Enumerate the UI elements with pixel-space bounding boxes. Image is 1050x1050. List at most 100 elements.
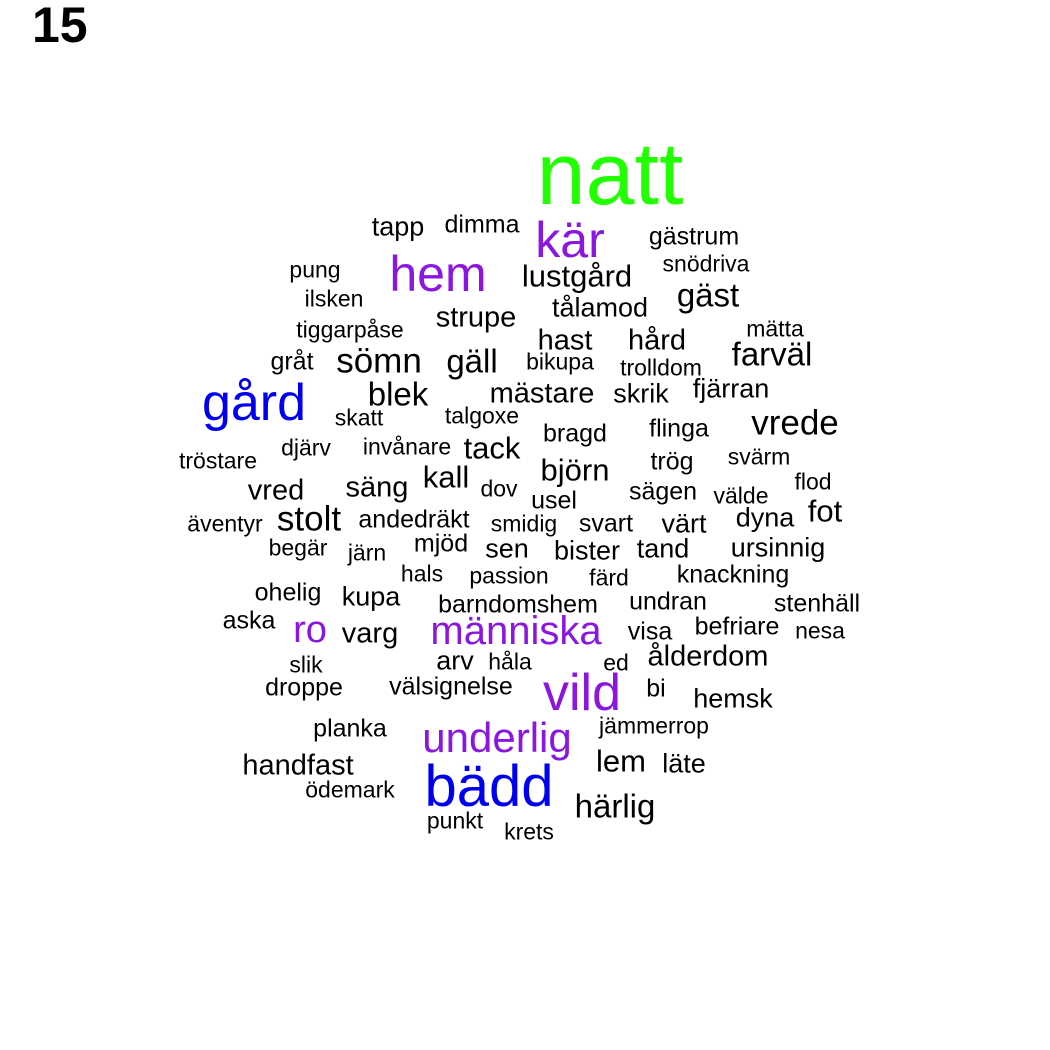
cloud-word: härlig	[574, 787, 656, 825]
page-number: 15	[32, 0, 88, 53]
cloud-word: usel	[531, 486, 577, 515]
cloud-word: invånare	[362, 433, 452, 460]
cloud-word: droppe	[265, 673, 343, 702]
cloud-word: stolt	[276, 499, 342, 539]
cloud-word: ed	[603, 649, 629, 676]
cloud-word: undran	[629, 587, 707, 616]
cloud-word: punkt	[426, 807, 484, 834]
cloud-word: visa	[627, 617, 673, 646]
cloud-word: kupa	[341, 581, 401, 612]
cloud-word: nesa	[795, 617, 845, 644]
cloud-word: människa	[430, 609, 602, 653]
cloud-word: slik	[289, 651, 323, 678]
cloud-word: hemsk	[693, 683, 773, 714]
cloud-word: skatt	[334, 404, 384, 431]
cloud-word: kär	[535, 212, 605, 268]
cloud-word: tiggarpåse	[296, 316, 404, 343]
cloud-word: sömn	[336, 341, 422, 381]
cloud-word: håla	[488, 648, 532, 675]
cloud-word: välsignelse	[389, 672, 513, 701]
cloud-word: gäll	[446, 342, 498, 380]
cloud-word: välde	[713, 482, 769, 509]
cloud-word: flod	[794, 468, 832, 495]
cloud-word: ro	[293, 609, 327, 651]
cloud-word: sen	[485, 533, 529, 564]
cloud-word: vred	[247, 474, 305, 507]
cloud-word: läte	[662, 748, 706, 779]
cloud-word: hård	[627, 324, 687, 357]
cloud-word: lustgård	[521, 258, 633, 294]
cloud-word: dov	[480, 475, 518, 502]
cloud-word: sägen	[628, 477, 698, 506]
cloud-word: mjöd	[413, 529, 469, 558]
cloud-word: trolldom	[620, 354, 702, 381]
cloud-word: mätta	[746, 315, 804, 342]
cloud-word: ödemark	[305, 776, 395, 803]
cloud-word: varg	[341, 617, 399, 650]
cloud-word: fjärran	[692, 373, 770, 404]
cloud-word: tand	[636, 533, 690, 564]
cloud-word: hals	[400, 560, 444, 587]
cloud-word: jämmerrop	[599, 712, 709, 739]
cloud-word: dyna	[735, 502, 795, 533]
cloud-word: vrede	[751, 403, 839, 443]
cloud-word: gråt	[270, 347, 314, 376]
cloud-word: kall	[422, 459, 470, 495]
cloud-word: ålderdom	[647, 640, 769, 673]
cloud-word: smidig	[490, 510, 558, 537]
cloud-word: gästrum	[648, 222, 740, 251]
cloud-word: bikupa	[526, 348, 594, 375]
cloud-word: pung	[289, 256, 341, 283]
cloud-word: fot	[807, 493, 843, 529]
cloud-word: bragd	[543, 419, 607, 448]
cloud-word: äventyr	[187, 510, 263, 537]
cloud-word: bi	[646, 674, 666, 703]
cloud-word: underlig	[422, 714, 572, 761]
cloud-word: svart	[578, 509, 634, 538]
cloud-word: ilsken	[304, 285, 364, 312]
cloud-word: bister	[553, 535, 621, 566]
cloud-word: blek	[367, 375, 429, 413]
cloud-word: tapp	[371, 211, 425, 242]
cloud-word: dimma	[444, 210, 520, 239]
cloud-word: tröstare	[179, 447, 257, 474]
cloud-word: befriare	[694, 612, 780, 641]
cloud-word: lem	[596, 743, 646, 779]
cloud-word: farväl	[731, 335, 813, 373]
cloud-word: aska	[222, 606, 276, 635]
cloud-word: passion	[469, 562, 549, 589]
cloud-word: stenhäll	[773, 589, 861, 618]
cloud-word: bädd	[424, 754, 554, 819]
cloud-word: andedräkt	[358, 505, 470, 534]
cloud-word: knackning	[676, 560, 790, 589]
cloud-word: talgoxe	[444, 402, 520, 429]
cloud-word: ohelig	[254, 578, 322, 607]
cloud-word: hem	[389, 246, 487, 302]
cloud-word: planka	[313, 714, 387, 743]
cloud-word: handfast	[242, 749, 354, 782]
cloud-word: mästare	[489, 377, 595, 410]
cloud-word: säng	[345, 471, 409, 504]
cloud-word: hast	[537, 324, 593, 357]
cloud-word: svärm	[727, 443, 791, 470]
cloud-word: värt	[661, 508, 707, 539]
cloud-word: björn	[540, 452, 610, 488]
cloud-word: barndomshem	[438, 590, 598, 619]
cloud-word: gård	[201, 374, 307, 432]
cloud-word: färd	[589, 564, 629, 591]
cloud-word: trög	[650, 447, 694, 476]
cloud-word: snödriva	[662, 250, 750, 277]
cloud-word: tack	[463, 430, 521, 466]
cloud-word: vild	[542, 664, 622, 722]
cloud-word: natt	[536, 124, 684, 223]
cloud-word: krets	[504, 818, 554, 845]
cloud-word: begär	[268, 534, 328, 561]
cloud-word: järn	[347, 539, 387, 566]
cloud-word: flinga	[649, 414, 709, 443]
cloud-word: arv	[436, 645, 474, 676]
cloud-word: strupe	[435, 301, 517, 334]
cloud-word: gäst	[676, 276, 740, 314]
cloud-word: ursinnig	[730, 532, 826, 563]
cloud-word: tålamod	[551, 292, 649, 323]
